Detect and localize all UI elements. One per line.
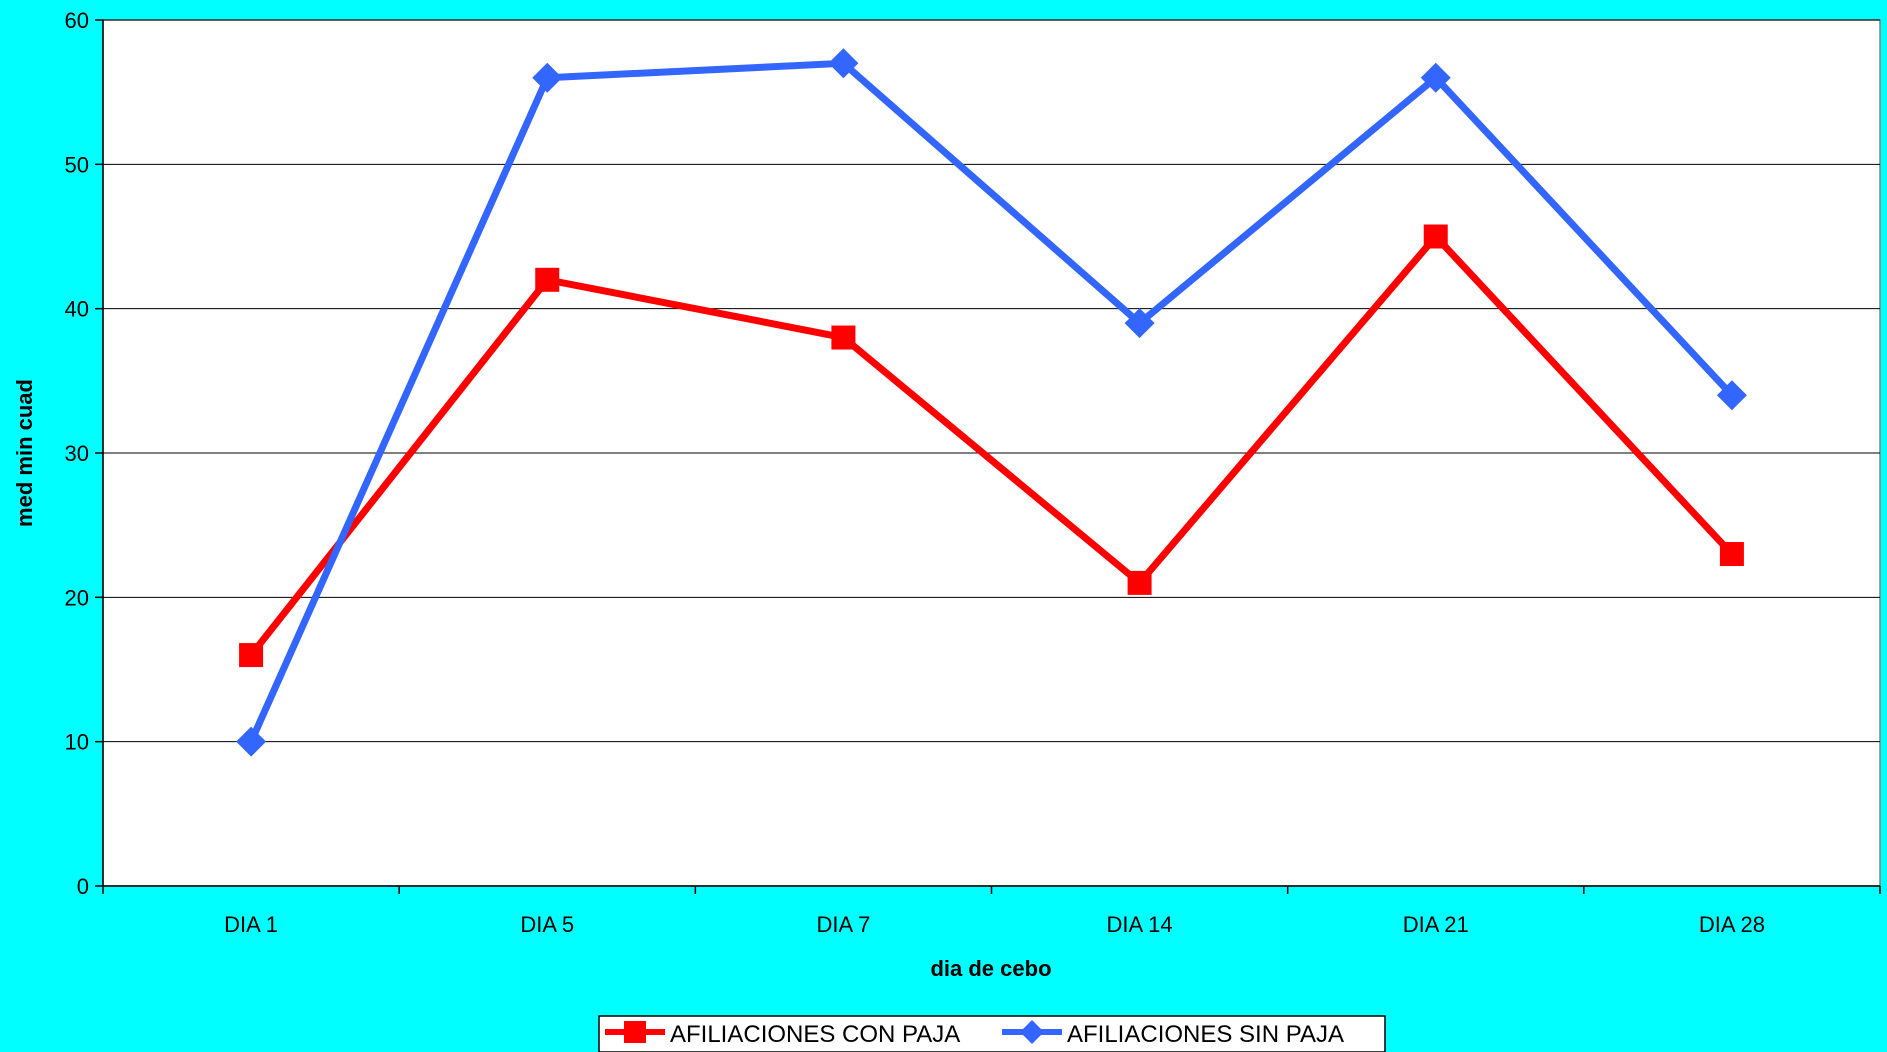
data-point-diamond — [532, 62, 563, 93]
x-tick-label: DIA 7 — [817, 912, 871, 937]
x-axis-ticks: DIA 1 DIA 5 DIA 7 DIA 14 DIA 21 DIA 28 — [102, 886, 1881, 937]
y-axis-title: med min cuad — [12, 379, 37, 527]
legend: AFILIACIONES CON PAJA AFILIACIONES SIN P… — [598, 1015, 1386, 1052]
data-point-diamond — [1124, 308, 1155, 339]
data-point-diamond — [828, 48, 859, 79]
y-tick-label: 60 — [65, 8, 89, 33]
series-layer — [236, 48, 1747, 757]
legend-box — [598, 1015, 1386, 1052]
x-tick-label: DIA 28 — [1699, 912, 1765, 937]
series-line — [247, 59, 1735, 744]
y-tick-label: 10 — [65, 730, 89, 755]
data-point-square — [535, 267, 560, 292]
series-line — [248, 231, 1735, 658]
x-tick-label: DIA 21 — [1403, 912, 1469, 937]
data-point-square — [1423, 224, 1448, 249]
y-axis-ticks: 0 10 20 30 40 50 60 — [65, 8, 103, 899]
data-point-square — [831, 325, 856, 350]
legend-marker-con-paja — [624, 1021, 646, 1043]
data-point-diamond — [236, 726, 267, 757]
x-tick-label: DIA 1 — [224, 912, 278, 937]
data-point-square — [1719, 542, 1744, 567]
data-point-diamond — [1716, 380, 1747, 411]
data-point-square — [239, 643, 264, 668]
legend-label-con-paja: AFILIACIONES CON PAJA — [670, 1021, 960, 1048]
data-point-square — [1127, 570, 1152, 595]
x-axis-title: dia de cebo — [930, 956, 1051, 981]
y-tick-label: 20 — [65, 585, 89, 610]
y-tick-label: 0 — [77, 874, 89, 899]
x-tick-label: DIA 5 — [520, 912, 574, 937]
data-point-diamond — [1420, 62, 1451, 93]
x-tick-label: DIA 14 — [1107, 912, 1173, 937]
gridlines — [103, 19, 1880, 743]
series-2 — [236, 48, 1747, 757]
legend-marker-sin-paja — [1020, 1020, 1044, 1044]
series-1 — [239, 224, 1744, 668]
legend-label-sin-paja: AFILIACIONES SIN PAJA — [1067, 1021, 1344, 1048]
y-tick-label: 40 — [65, 297, 89, 322]
y-tick-label: 50 — [65, 152, 89, 177]
y-tick-label: 30 — [65, 441, 89, 466]
